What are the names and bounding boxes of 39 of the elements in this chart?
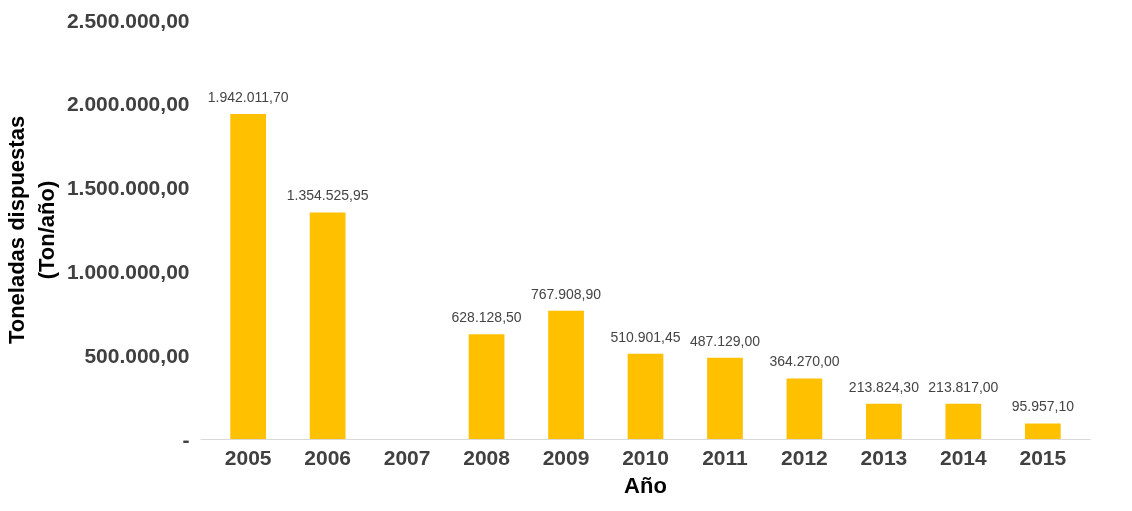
x-tick-label: 2012 [781, 445, 828, 469]
data-label: 95.957,10 [1011, 398, 1075, 415]
y-tick-label: 1.500.000,00 [66, 176, 190, 200]
y-axis-title: Toneladas dispuestas (Ton/año) [3, 115, 59, 345]
y-tick-label: 500.000,00 [84, 343, 190, 367]
data-label: 628.128,50 [451, 309, 522, 326]
x-tick-label: 2015 [1019, 445, 1067, 469]
data-label: 510.901,45 [610, 328, 681, 345]
bar [548, 310, 584, 440]
bar [309, 212, 346, 440]
x-tick-label: 2011 [702, 445, 749, 469]
data-label: 1.942.011,70 [207, 89, 289, 106]
data-label: 487.129,00 [689, 332, 761, 349]
y-tick-label: 2.000.000,00 [66, 92, 190, 116]
x-tick-label: 2013 [860, 445, 908, 469]
bar [866, 403, 902, 440]
data-label: 213.817,00 [928, 378, 999, 395]
bar [230, 114, 267, 440]
x-axis-title: Año [624, 472, 667, 498]
x-tick-label: 2014 [940, 445, 988, 469]
x-tick-label: 2005 [224, 445, 272, 469]
bar [945, 403, 982, 440]
x-tick-label: 2010 [622, 445, 669, 469]
x-tick-label: 2007 [383, 445, 431, 469]
bar [707, 357, 743, 440]
x-tick-label: 2006 [304, 445, 351, 469]
bar [786, 378, 823, 440]
data-label: 364.270,00 [769, 353, 840, 370]
data-label: 1.354.525,95 [286, 187, 369, 204]
data-label: 213.824,30 [848, 378, 920, 395]
y-tick-label: 2.500.000,00 [66, 8, 190, 32]
x-tick-label: 2008 [463, 445, 511, 469]
data-label: 767.908,90 [531, 285, 602, 302]
bar [1024, 423, 1061, 440]
bar [627, 353, 664, 440]
y-tick-label: - [182, 427, 190, 451]
bar [468, 334, 505, 440]
x-tick-label: 2009 [542, 445, 590, 469]
y-tick-label: 1.000.000,00 [66, 259, 190, 283]
